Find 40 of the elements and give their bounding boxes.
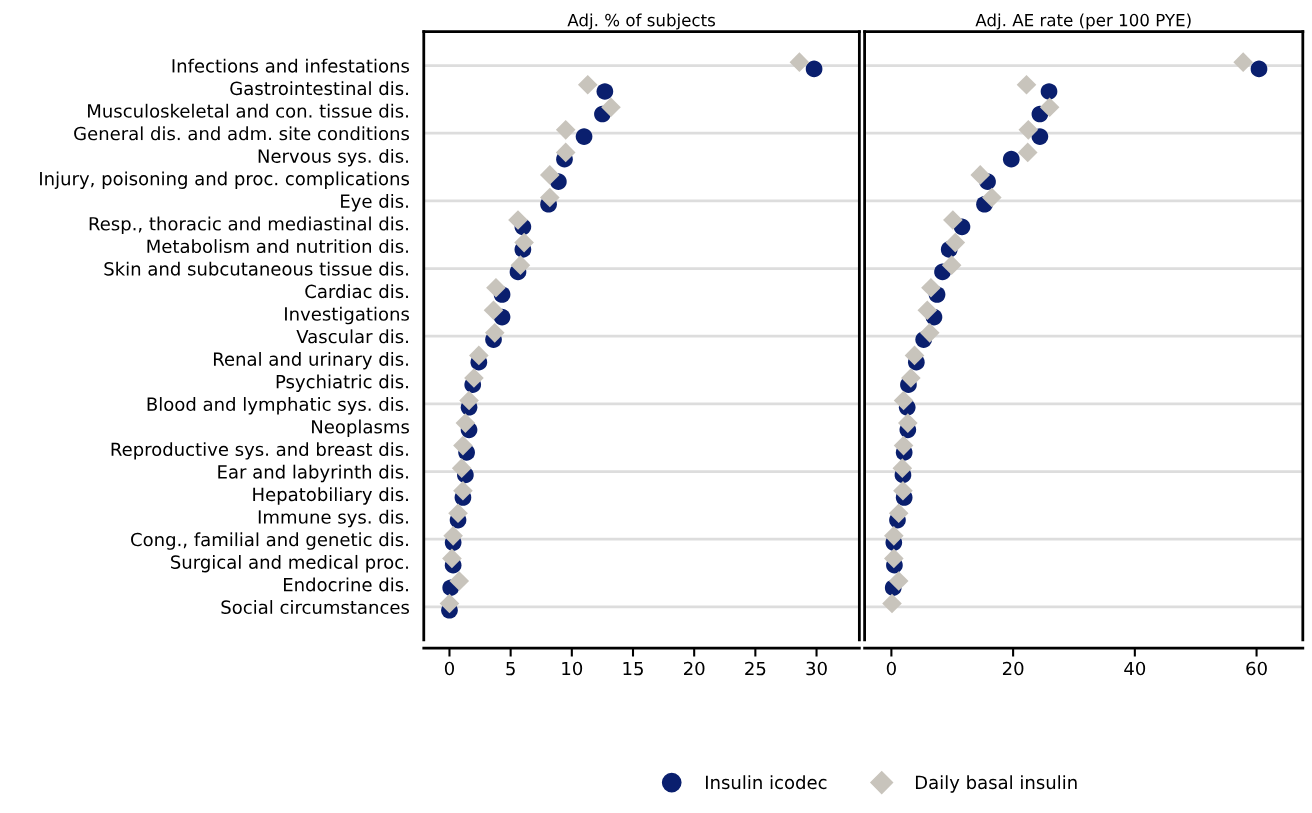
y-tick-label: Resp., thoracic and mediastinal dis.: [89, 216, 408, 235]
chart-title: Adj. % of subjects: [567, 13, 716, 30]
y-tick-label: Psychiatric dis.: [276, 374, 408, 392]
x-tick-label: 20: [1002, 661, 1024, 676]
x-tick-label: 60: [1246, 661, 1267, 676]
y-tick-label: Metabolism and nutrition dis.: [147, 239, 408, 254]
y-tick-label: Skin and subcutaneous tissue dis.: [104, 261, 408, 276]
y-tick-label: Surgical and medical proc.: [171, 554, 408, 573]
y-tick-label: Immune sys. dis.: [258, 509, 408, 528]
x-tick-label: 25: [745, 661, 766, 676]
y-tick-label: Gastrointestinal dis.: [230, 81, 408, 96]
y-tick-label: Cong., familial and genetic dis.: [131, 532, 408, 550]
x-tick-label: 30: [806, 661, 827, 676]
y-tick-label: Neoplasms: [312, 419, 409, 438]
x-tick-label: 20: [684, 661, 705, 676]
y-tick-label: Musculoskeletal and con. tissue dis.: [88, 103, 408, 118]
y-tick-label: Investigations: [285, 306, 410, 325]
x-tick-label: 10: [562, 661, 583, 676]
y-tick-label: Social circumstances: [221, 600, 410, 615]
y-tick-label: General dis. and adm. site conditions: [74, 126, 410, 141]
y-tick-label: Hepatobiliary dis.: [253, 487, 408, 505]
y-tick-label: Cardiac dis.: [305, 284, 408, 299]
y-tick-label: Vascular dis.: [296, 329, 408, 344]
y-tick-label: Injury, poisoning and proc. complications: [40, 171, 410, 189]
y-tick-label: Infections and infestations: [172, 58, 410, 73]
y-tick-label: Reproductive sys. and breast dis.: [111, 442, 408, 460]
chart-title: Adj. AE rate (per 100 PYE): [975, 13, 1191, 30]
y-tick-label: Endocrine dis.: [284, 577, 408, 592]
x-tick-label: 0: [444, 661, 455, 676]
y-tick-label: Ear and labyrinth dis.: [218, 464, 408, 483]
y-tick-label: Eye dis.: [341, 194, 408, 212]
x-tick-label: 0: [886, 661, 896, 676]
x-tick-label: 5: [506, 661, 515, 676]
legend-label: Daily basal insulin: [915, 775, 1077, 793]
x-tick-label: 40: [1124, 661, 1146, 676]
y-tick-label: Nervous sys. dis.: [258, 148, 408, 167]
x-tick-label: 15: [623, 661, 643, 676]
y-tick-label: Renal and urinary dis.: [213, 351, 408, 370]
y-tick-label: Blood and lymphatic sys. dis.: [147, 397, 408, 415]
legend-label: Insulin icodec: [706, 775, 827, 790]
